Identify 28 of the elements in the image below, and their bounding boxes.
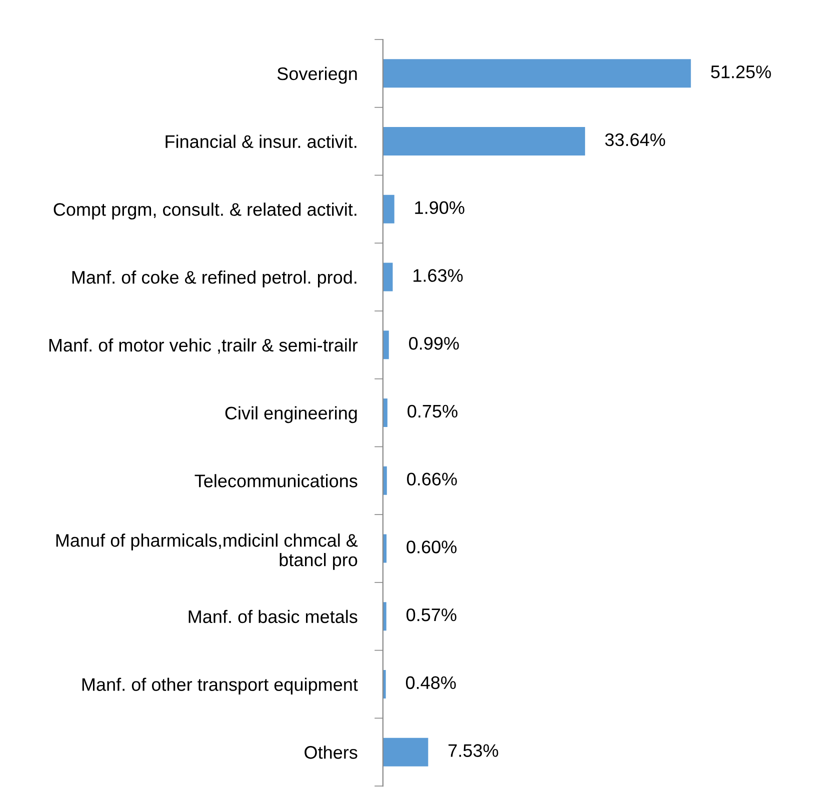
y-tick-label: Financial & insur. activit. <box>166 134 356 148</box>
data-label: 0.99% <box>409 336 459 350</box>
y-tick-label: Telecommunications <box>194 474 358 488</box>
y-tick-label: Compt prgm, consult. & related activit. <box>54 202 356 220</box>
data-label: 0.75% <box>408 404 458 418</box>
y-tick-label: Manuf of pharmicals,mdicinl chmcal & btancl pro <box>56 534 358 570</box>
bar <box>382 330 389 360</box>
y-tick-label: Soveriegn <box>277 66 357 84</box>
y-tick-label: Manf. of motor vehic ,trailr & semi-trailr <box>49 338 358 354</box>
data-label: 7.53% <box>448 744 498 757</box>
bar <box>382 738 428 766</box>
data-label: 0.66% <box>407 472 457 486</box>
data-label: 0.48% <box>406 676 456 690</box>
bar <box>382 194 394 224</box>
bar <box>382 127 586 156</box>
data-label: 0.60% <box>406 540 457 554</box>
bar <box>382 262 393 292</box>
y-tick-label: Manf. of coke & refined petrol. prod. <box>72 270 356 288</box>
data-label: 0.57% <box>406 608 456 622</box>
y-tick-label: Civil engineering <box>225 406 357 424</box>
data-label: 51.25% <box>711 65 771 78</box>
bar <box>382 59 691 88</box>
y-tick-label: Others <box>304 746 358 759</box>
data-label: 1.90% <box>415 201 464 214</box>
y-tick-label: Manf. of basic metals <box>188 610 358 624</box>
data-label: 1.63% <box>414 269 463 282</box>
y-tick-label: Manf. of other transport equipment <box>82 678 358 695</box>
data-label: 33.64% <box>605 133 666 146</box>
